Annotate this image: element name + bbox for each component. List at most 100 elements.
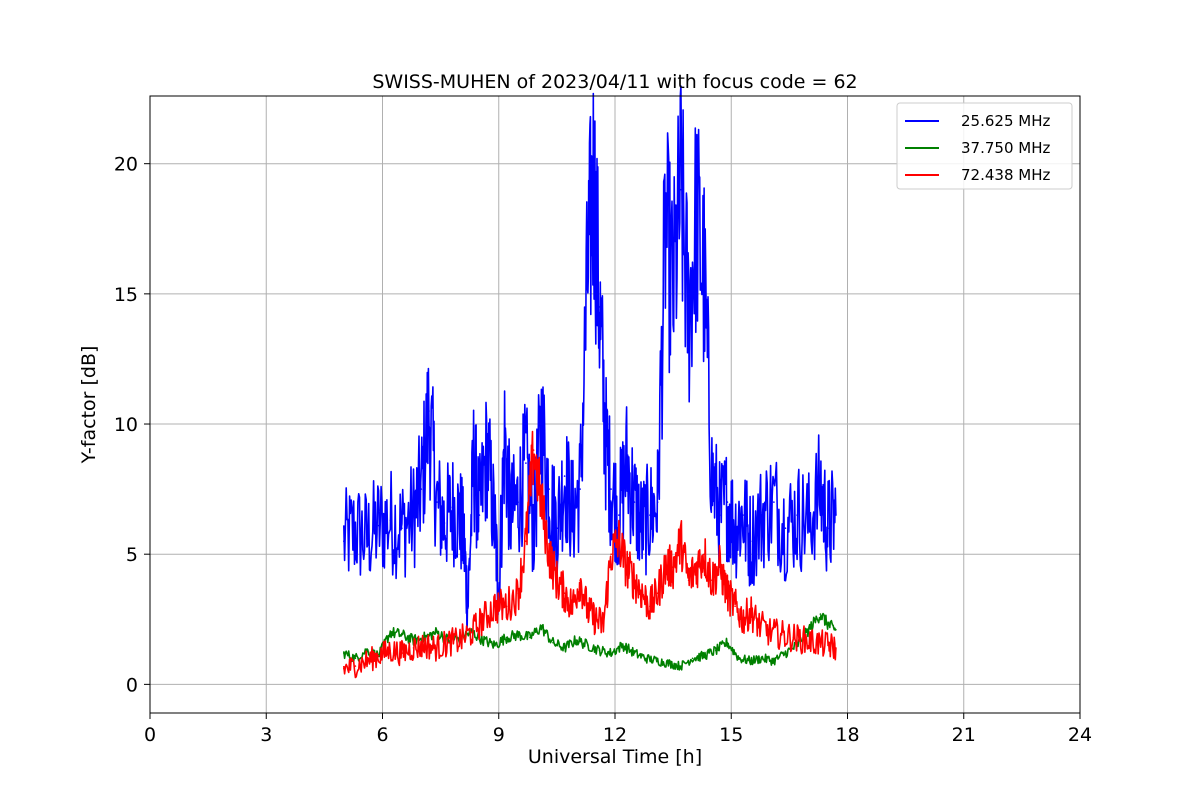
data-point: [773, 660, 775, 662]
data-point: [664, 228, 667, 230]
x-tick-label: 9: [493, 724, 505, 746]
data-point: [625, 566, 628, 568]
data-point: [575, 639, 578, 641]
data-point: [757, 623, 760, 626]
y-tick-label: 15: [114, 284, 138, 306]
data-point: [784, 527, 787, 529]
data-point: [420, 488, 423, 490]
data-point: [343, 652, 345, 654]
data-point: [726, 501, 729, 503]
data-point: [579, 488, 581, 490]
data-point: [749, 540, 752, 542]
data-point: [389, 631, 392, 634]
x-tick-label: 21: [952, 724, 976, 746]
x-tick-label: 3: [260, 724, 272, 746]
data-point: [532, 449, 535, 451]
data-point: [343, 667, 345, 670]
data-point: [738, 657, 740, 660]
data-point: [773, 501, 775, 503]
data-point: [540, 423, 543, 425]
data-point: [579, 579, 581, 581]
series-line-3: [343, 430, 837, 679]
data-point: [664, 566, 667, 568]
data-point: [563, 475, 566, 477]
data-point: [436, 647, 438, 649]
data-point: [571, 605, 574, 608]
data-point: [517, 592, 519, 594]
data-point: [587, 610, 589, 613]
x-tick-label: 15: [719, 724, 743, 746]
data-point: [784, 652, 787, 654]
data-point: [466, 605, 469, 608]
data-point: [742, 618, 744, 621]
data-point: [691, 657, 694, 660]
data-point: [672, 293, 674, 295]
legend-label: 37.750 MHz: [961, 139, 1050, 157]
data-point: [633, 579, 636, 581]
data-point: [354, 665, 357, 667]
data-point: [656, 660, 659, 662]
data-point: [610, 488, 612, 490]
data-point: [649, 514, 651, 516]
data-point: [401, 652, 403, 654]
data-point: [796, 514, 798, 516]
data-point: [680, 540, 682, 542]
data-point: [804, 639, 806, 641]
data-point: [734, 527, 736, 529]
data-point: [505, 636, 508, 639]
data-point: [761, 657, 764, 660]
data-point: [641, 592, 643, 594]
data-point: [540, 626, 543, 628]
legend-label: 72.438 MHz: [961, 166, 1050, 184]
data-point: [808, 522, 810, 524]
data-point: [592, 175, 595, 178]
data-point: [726, 592, 729, 594]
data-point: [525, 462, 527, 464]
data-point: [656, 592, 659, 594]
data-point: [598, 306, 601, 308]
data-point: [835, 628, 837, 631]
data-point: [687, 319, 690, 321]
data-point: [633, 501, 636, 503]
data-point: [377, 654, 380, 657]
x-tick-label: 6: [376, 724, 388, 746]
data-point: [517, 501, 519, 503]
data-point: [641, 527, 643, 529]
data-point: [389, 519, 392, 522]
data-point: [695, 215, 698, 217]
legend-label: 25.625 MHz: [961, 112, 1050, 130]
data-point: [827, 644, 829, 647]
data-point: [366, 660, 368, 662]
data-point: [680, 188, 682, 191]
data-point: [540, 501, 543, 503]
data-point: [680, 665, 682, 667]
data-point: [459, 639, 461, 641]
y-tick-label: 10: [114, 414, 138, 436]
data-point: [718, 514, 721, 516]
data-point: [412, 514, 415, 516]
data-point: [749, 660, 752, 662]
x-tick-label: 18: [835, 724, 859, 746]
data-point: [505, 605, 508, 608]
data-point: [556, 579, 558, 581]
data-point: [509, 514, 512, 516]
data-point: [401, 527, 403, 529]
data-point: [742, 514, 744, 516]
data-point: [715, 649, 717, 652]
data-point: [517, 634, 519, 636]
data-point: [604, 436, 607, 438]
y-tick-label: 20: [114, 154, 138, 176]
data-point: [819, 613, 822, 615]
data-point: [354, 530, 357, 532]
plot-area: [343, 85, 837, 679]
data-point: [482, 639, 485, 641]
data-point: [780, 634, 783, 636]
data-point: [563, 647, 566, 649]
data-point: [472, 462, 475, 464]
data-point: [769, 631, 771, 634]
x-tick-label: 24: [1068, 724, 1092, 746]
data-point: [835, 647, 837, 649]
data-point: [726, 641, 729, 644]
series-line-1: [343, 85, 837, 631]
data-point: [598, 649, 601, 652]
